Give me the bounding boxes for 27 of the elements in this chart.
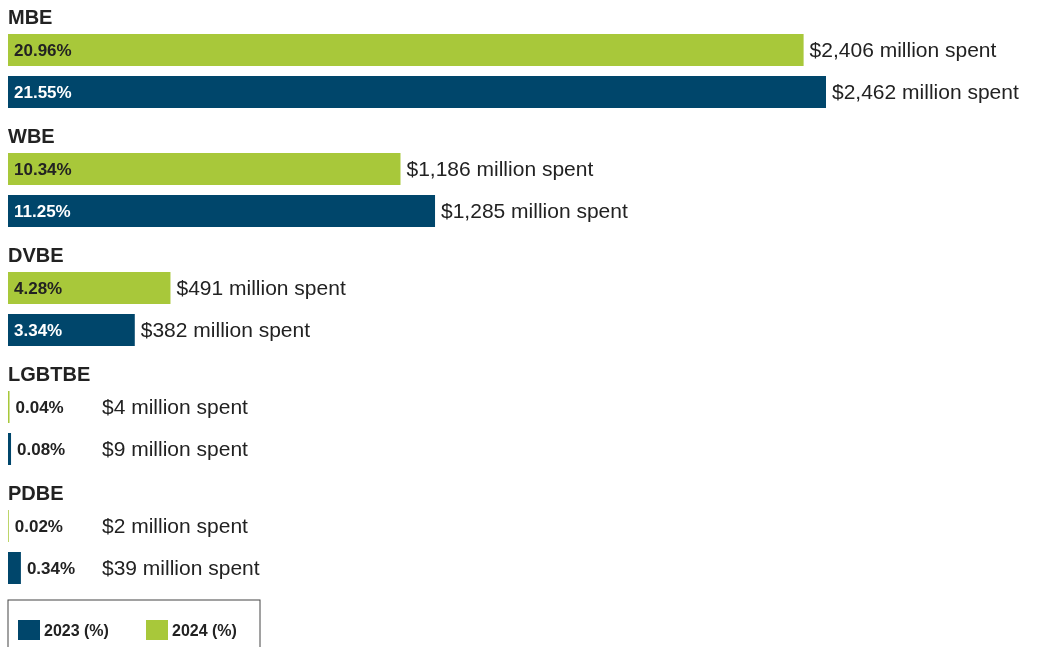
- text: $2,462 million spent: [832, 80, 1019, 103]
- data-label: 10.34%: [14, 160, 72, 179]
- annotation: $2 million spent: [102, 514, 249, 537]
- data-label: 11.25%: [14, 202, 71, 221]
- annotation: $4 million spent: [102, 395, 249, 418]
- annotation: $1,285 million spent: [441, 199, 628, 222]
- annotation: $382 million spent: [140, 318, 311, 341]
- data-label: 0.08%: [17, 440, 66, 459]
- annotation: $2,406 million spent: [809, 38, 997, 61]
- data-label: 0.02%: [14, 517, 63, 536]
- y-tick-label: MBE: [8, 6, 53, 28]
- y-tick-label: PDBE: [8, 482, 64, 504]
- y-tick-label: WBE: [8, 125, 55, 147]
- y-tick-label: LGBTBE: [8, 363, 91, 385]
- annotation: $491 million spent: [176, 276, 346, 299]
- data-label: 21.55%: [14, 83, 72, 102]
- legend-label: 2023 (%): [44, 622, 109, 639]
- annotation: $9 million spent: [102, 437, 249, 460]
- y-tick-label: DVBE: [8, 244, 64, 266]
- data-label: 4.28%: [14, 279, 63, 298]
- data-label: 3.34%: [14, 321, 63, 340]
- annotation: $1,186 million spent: [406, 157, 594, 180]
- annotation: $39 million spent: [102, 556, 260, 579]
- data-label: 0.04%: [15, 398, 64, 417]
- legend-label: 2024 (%): [172, 622, 237, 639]
- data-label: 0.34%: [26, 559, 76, 578]
- data-label: 20.96%: [14, 41, 72, 60]
